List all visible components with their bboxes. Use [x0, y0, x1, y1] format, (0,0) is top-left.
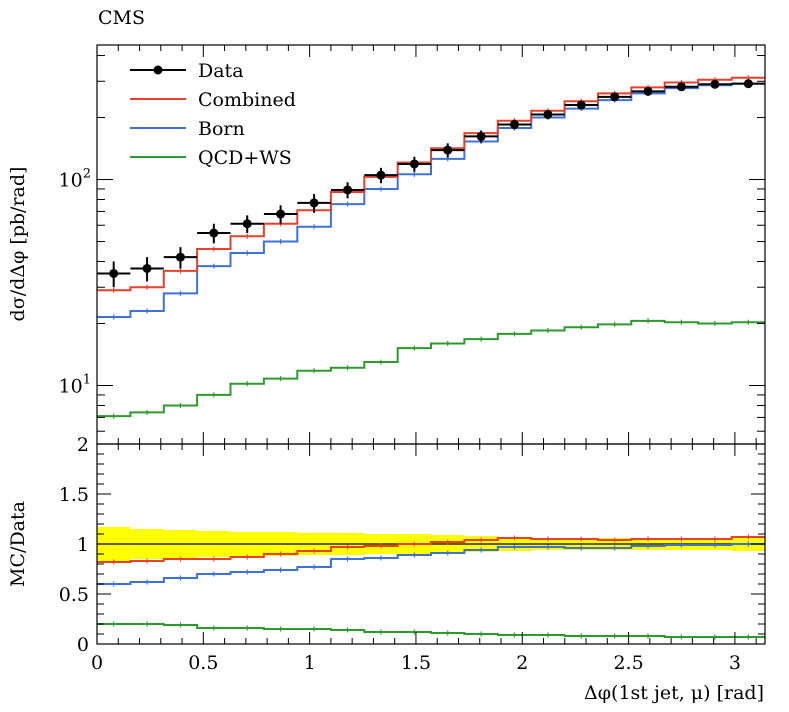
x-tick-label-2: 1 [304, 652, 316, 674]
lower-y-axis-title: MC/Data [7, 501, 29, 587]
data-point-marker-19 [743, 79, 753, 89]
lower-y-tick-label-3: 1.5 [59, 484, 89, 506]
lower-series-combined [97, 534, 765, 565]
data-point-marker-16 [643, 86, 653, 96]
lower-y-tick-label-0: 0 [77, 634, 89, 656]
data-point-marker-13 [543, 109, 553, 119]
data-point-16 [631, 86, 665, 96]
data-point-marker-3 [209, 228, 219, 238]
x-tick-label-3: 1.5 [401, 652, 431, 674]
data-point-marker-2 [175, 252, 185, 262]
data-point-marker-17 [676, 82, 686, 92]
data-point-2 [163, 247, 198, 269]
lower-panel [97, 534, 765, 640]
data-point-4 [230, 215, 264, 234]
lower-series-born [97, 541, 765, 587]
data-point-marker-7 [343, 185, 353, 195]
legend-entry-qcd-ws: QCD+WS [130, 147, 292, 169]
data-point-3 [197, 223, 231, 244]
data-point-9 [397, 156, 432, 172]
upper-y-tick-base-1: 10 [59, 170, 83, 192]
x-tick-label-4: 2 [516, 652, 528, 674]
lower-y-tick-label-2: 1 [77, 534, 89, 556]
lower-series-qcd-ws [97, 621, 765, 640]
data-point-1 [130, 257, 164, 282]
data-point-7 [330, 182, 365, 199]
data-point-marker-9 [409, 159, 419, 169]
data-point-marker-14 [576, 100, 586, 110]
data-point-marker-6 [309, 198, 319, 208]
lower-series-born-line [97, 543, 765, 585]
x-tick-label-1: 0.5 [188, 652, 218, 674]
data-point-marker-15 [610, 92, 620, 102]
data-point-8 [364, 167, 398, 184]
upper-y-tick-exp-1: 2 [83, 167, 91, 182]
data-point-14 [564, 100, 598, 110]
upper-series-qcd-ws [97, 318, 765, 419]
legend-entry-data-marker [153, 65, 163, 75]
upper-y-tick-label-0: 101 [59, 373, 91, 398]
data-point-marker-0 [109, 268, 119, 278]
data-point-12 [497, 119, 532, 130]
legend-entry-born: Born [130, 118, 245, 140]
x-tick-label-5: 2.5 [613, 652, 643, 674]
lower-series-qcd-ws-line [97, 623, 765, 638]
data-point-6 [297, 194, 331, 213]
experiment-label: CMS [98, 7, 145, 29]
data-point-marker-5 [276, 209, 286, 219]
x-tick-label-6: 3 [729, 652, 741, 674]
data-point-marker-10 [443, 145, 453, 155]
data-point-17 [664, 82, 699, 92]
data-point-marker-18 [710, 79, 720, 89]
legend-entry-qcd-ws-label: QCD+WS [198, 147, 292, 169]
data-point-marker-8 [376, 170, 386, 180]
data-point-13 [531, 109, 565, 119]
lower-y-tick-label-1: 0.5 [59, 584, 89, 606]
legend-entry-combined: Combined [130, 89, 296, 111]
data-point-11 [464, 130, 498, 143]
upper-y-tick-base-0: 10 [59, 376, 83, 398]
data-point-18 [698, 79, 732, 89]
legend-entry-data: Data [130, 60, 244, 82]
legend: Data Combined Born QCD+WS [130, 60, 296, 169]
data-point-5 [263, 205, 298, 224]
legend-entry-combined-label: Combined [198, 89, 296, 111]
data-point-marker-1 [142, 263, 152, 273]
data-point-marker-11 [476, 131, 486, 141]
x-axis-title: Δφ(1st jet, μ) [rad] [584, 682, 764, 704]
upper-y-tick-label-1: 102 [59, 167, 91, 192]
data-point-10 [431, 143, 465, 158]
data-point-19 [731, 79, 765, 89]
upper-series-data [97, 79, 765, 288]
upper-y-axis-title: dσ/dΔφ [pb/rad] [7, 167, 29, 322]
upper-y-tick-exp-0: 1 [83, 373, 91, 388]
legend-entry-data-label: Data [198, 60, 244, 82]
lower-y-tick-label-4: 2 [77, 434, 89, 456]
data-point-15 [597, 92, 632, 102]
upper-panel [97, 75, 765, 419]
data-point-0 [97, 261, 131, 288]
legend-entry-born-label: Born [198, 118, 245, 140]
x-tick-label-0: 0 [91, 652, 103, 674]
data-point-marker-4 [242, 219, 252, 229]
data-point-marker-12 [510, 120, 519, 130]
